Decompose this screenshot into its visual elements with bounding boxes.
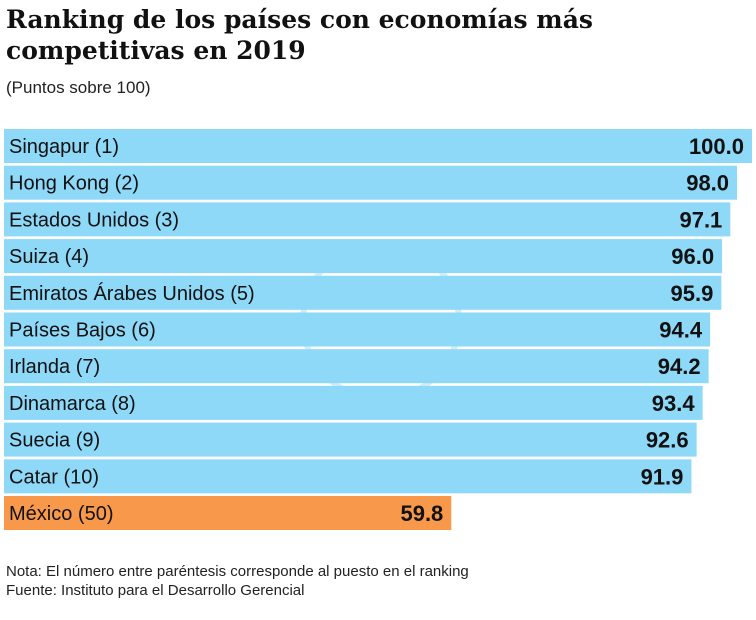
source-text: Fuente: Instituto para el Desarrollo Ger… (6, 582, 305, 599)
category-label: México (50) (9, 503, 113, 525)
category-label: Emiratos Árabes Unidos (5) (9, 282, 255, 305)
bar (4, 165, 738, 200)
category-label: Estados Unidos (3) (9, 209, 179, 231)
category-label: Suiza (4) (9, 246, 89, 268)
value-label: 91.9 (641, 464, 684, 489)
bar (4, 385, 703, 420)
bar (4, 496, 452, 530)
category-label: Irlanda (7) (9, 356, 100, 378)
bar (4, 239, 723, 274)
notes: Nota: El número entre paréntesis corresp… (6, 562, 469, 600)
bar (4, 202, 731, 237)
category-label: Países Bajos (6) (9, 320, 156, 342)
bar (4, 349, 709, 384)
value-label: 96.0 (671, 244, 714, 269)
note-text: Nota: El número entre paréntesis corresp… (6, 563, 469, 580)
category-label: Singapur (1) (9, 136, 119, 158)
value-label: 100.0 (689, 134, 744, 159)
value-label: 97.1 (679, 207, 722, 232)
value-label: 94.2 (658, 354, 701, 379)
bar (4, 422, 697, 457)
value-label: 94.4 (659, 318, 703, 343)
chart-subtitle: (Puntos sobre 100) (6, 78, 151, 97)
value-label: 95.9 (671, 281, 714, 306)
bar (4, 312, 711, 347)
bar (4, 459, 692, 494)
category-label: Hong Kong (2) (9, 173, 139, 195)
category-label: Suecia (9) (9, 430, 100, 452)
category-label: Dinamarca (8) (9, 393, 136, 415)
category-label: Catar (10) (9, 466, 99, 488)
value-label: 92.6 (646, 428, 689, 453)
chart-title: Ranking de los países con economías más … (6, 5, 593, 65)
value-label: 93.4 (652, 391, 696, 416)
value-label: 98.0 (686, 171, 729, 196)
bar (4, 275, 722, 310)
value-label: 59.8 (400, 501, 443, 526)
bar (4, 129, 752, 163)
